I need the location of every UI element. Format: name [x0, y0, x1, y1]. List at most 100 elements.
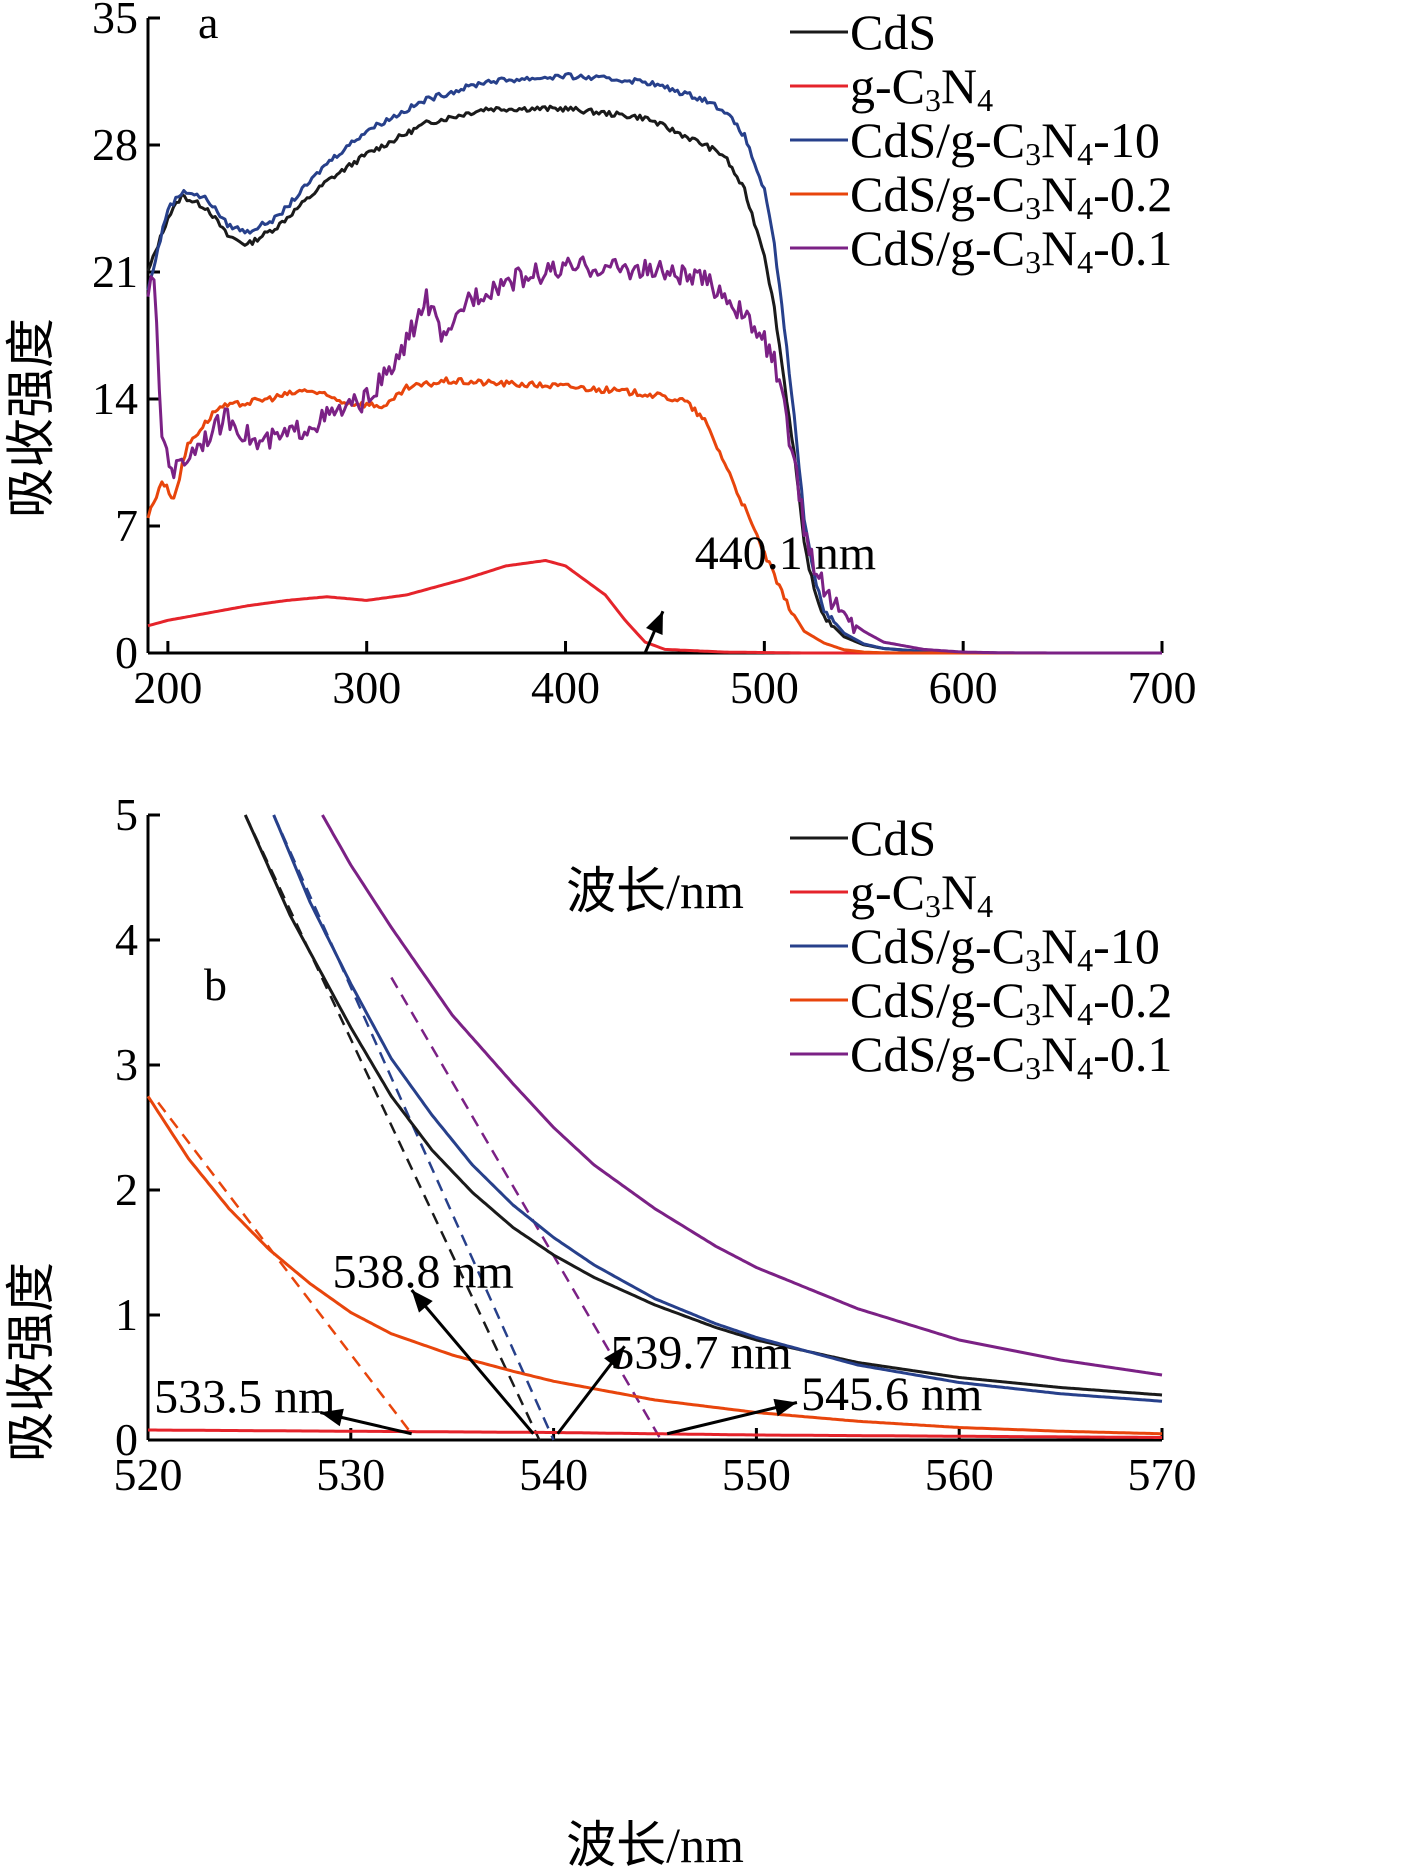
- annotation-arrow-head: [604, 1346, 625, 1370]
- panel-a-letter: a: [198, 0, 218, 48]
- annotation-arrow-head: [411, 1290, 433, 1313]
- legend-text-part: -0.2: [1093, 972, 1172, 1028]
- panel-a-legend: CdSg-C3N4CdS/g-C3N4-10CdS/g-C3N4-0.2CdS/…: [790, 4, 1172, 280]
- legend-entry: CdS/g-C3N4-0.1: [850, 1026, 1172, 1086]
- legend-subscript: 4: [1077, 136, 1093, 172]
- legend-text-part: N: [1041, 1026, 1077, 1082]
- legend-text-part: N: [1041, 972, 1077, 1028]
- legend-text-part: CdS/g-C: [850, 166, 1025, 222]
- y-tick-label: 3: [115, 1039, 138, 1090]
- x-tick-label: 500: [730, 662, 799, 713]
- x-tick-label: 540: [519, 1449, 588, 1500]
- legend-subscript: 3: [1025, 244, 1041, 280]
- y-tick-label: 7: [115, 500, 138, 551]
- y-tick-label: 35: [92, 0, 138, 43]
- legend-entry: CdS: [850, 810, 936, 866]
- legend-entry: CdS/g-C3N4-0.2: [850, 972, 1172, 1032]
- legend-subscript: 3: [1025, 190, 1041, 226]
- legend-text-part: N: [1041, 166, 1077, 222]
- legend-entry: CdS/g-C3N4-10: [850, 112, 1160, 172]
- legend-entry: CdS/g-C3N4-10: [850, 918, 1160, 978]
- x-tick-label: 570: [1128, 1449, 1197, 1500]
- y-tick-label: 4: [115, 914, 138, 965]
- panel-a-axes: 200 300 400 500 600 700 0 7 14 21 28 35: [92, 0, 1197, 713]
- x-tick-label: 200: [133, 662, 202, 713]
- y-tick-label: 0: [115, 1414, 138, 1465]
- annotation-label: 533.5 nm: [154, 1370, 335, 1423]
- annotation-arrow-head: [320, 1408, 344, 1427]
- legend-subscript: 4: [977, 888, 993, 924]
- legend-entry: CdS/g-C3N4-0.1: [850, 220, 1172, 280]
- annotation-arrow-line: [410, 1289, 535, 1435]
- legend-text-part: N: [1041, 112, 1077, 168]
- legend-subscript: 4: [1077, 244, 1093, 280]
- y-tick-label: 2: [115, 1164, 138, 1215]
- series-line-cds: [243, 814, 1163, 1397]
- panel-b-xlabel: 波长/nm: [566, 1817, 744, 1873]
- y-tick-label: 28: [92, 119, 138, 170]
- legend-text-part: g-C: [850, 864, 925, 920]
- series-line-cds-g-c3n4-0-1: [146, 255, 1162, 655]
- x-tick-label: 520: [114, 1449, 183, 1500]
- series-line-cds-g-c3n4-10: [272, 814, 1163, 1403]
- series-line-g-c3n4: [148, 1428, 1162, 1439]
- y-tick-label: 5: [115, 789, 138, 840]
- series-line-cds-g-c3n4-0-2: [146, 1095, 1163, 1436]
- legend-text-part: -0.1: [1093, 220, 1172, 276]
- series-line-cds-g-c3n4-0-1: [321, 814, 1163, 1377]
- x-tick-label: 600: [929, 662, 998, 713]
- annotation-arrow-head: [646, 611, 663, 636]
- x-tick-label: 530: [316, 1449, 385, 1500]
- legend-text-part: CdS/g-C: [850, 112, 1025, 168]
- panel-a-ylabel: 吸收强度: [3, 318, 59, 518]
- legend-subscript: 4: [1077, 996, 1093, 1032]
- legend-subscript: 4: [977, 82, 993, 118]
- legend-entry: CdS: [850, 4, 936, 60]
- panel-a-annotations: 440.1 nm: [643, 527, 876, 654]
- legend-text-part: CdS/g-C: [850, 220, 1025, 276]
- legend-subscript: 3: [925, 888, 941, 924]
- annotation-arrow-head: [773, 1398, 797, 1417]
- legend-text-part: -0.2: [1093, 166, 1172, 222]
- legend-text-part: -0.1: [1093, 1026, 1172, 1082]
- annotation-label: 440.1 nm: [695, 527, 876, 580]
- x-tick-label: 560: [925, 1449, 994, 1500]
- panel-a-xlabel: 波长/nm: [566, 863, 744, 919]
- legend-subscript: 3: [1025, 136, 1041, 172]
- tangent-line: [244, 814, 541, 1441]
- y-tick-label: 0: [115, 627, 138, 678]
- legend-subscript: 3: [1025, 1050, 1041, 1086]
- legend-text-part: g-C: [850, 58, 925, 114]
- legend-subscript: 4: [1077, 942, 1093, 978]
- legend-subscript: 4: [1077, 190, 1093, 226]
- legend-text-part: -10: [1093, 918, 1160, 974]
- legend-entry: g-C3N4: [850, 864, 993, 924]
- y-tick-label: 14: [92, 373, 138, 424]
- annotation-arrow-line: [666, 1401, 798, 1436]
- legend-text-part: -10: [1093, 112, 1160, 168]
- legend-subscript: 3: [1025, 942, 1041, 978]
- annotation-label: 545.6 nm: [801, 1368, 982, 1421]
- legend-text-part: N: [941, 864, 977, 920]
- series-line-cds-g-c3n4-0-2: [146, 376, 1162, 655]
- annotation-label: 539.7 nm: [610, 1327, 791, 1380]
- legend-text-part: N: [1041, 220, 1077, 276]
- panel-b-ylabel: 吸收强度: [3, 1262, 59, 1462]
- legend-entry: g-C3N4: [850, 58, 993, 118]
- series-line-g-c3n4: [147, 559, 1162, 655]
- panel-b-legend: CdSg-C3N4CdS/g-C3N4-10CdS/g-C3N4-0.2CdS/…: [790, 810, 1172, 1086]
- legend-text-part: N: [941, 58, 977, 114]
- legend-text-part: CdS/g-C: [850, 1026, 1025, 1082]
- legend-entry: CdS/g-C3N4-0.2: [850, 166, 1172, 226]
- legend-subscript: 3: [1025, 996, 1041, 1032]
- tangent-line: [157, 1101, 413, 1435]
- y-tick-label: 1: [115, 1289, 138, 1340]
- legend-text-part: CdS/g-C: [850, 972, 1025, 1028]
- x-tick-label: 300: [332, 662, 401, 713]
- panel-b-letter: b: [204, 959, 227, 1010]
- legend-subscript: 3: [925, 82, 941, 118]
